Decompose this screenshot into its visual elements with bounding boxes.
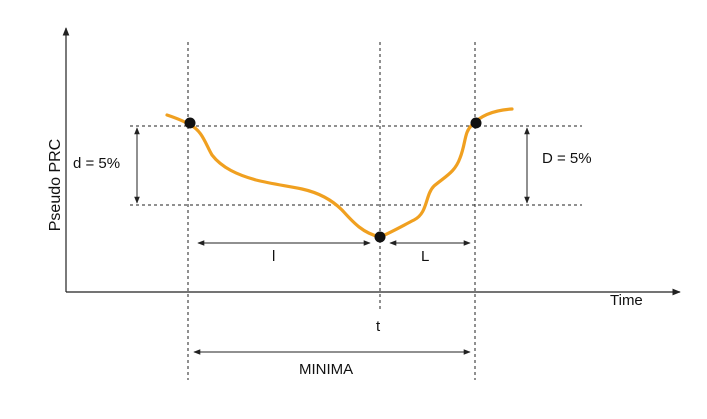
l-lower-label: l [272, 248, 275, 265]
d-left-label: d = 5% [73, 155, 120, 172]
y-axis-label: Pseudo PRC [47, 139, 64, 232]
pseudo-prc-curve [165, 107, 514, 239]
x-axis-label: Time [610, 292, 643, 309]
minima-label: MINIMA [299, 361, 353, 378]
l-upper-label: L [421, 248, 429, 265]
right-point [470, 117, 482, 129]
t-label: t [376, 318, 381, 335]
d-right-label: D = 5% [542, 150, 592, 167]
left-point [184, 117, 196, 129]
minimum-point [374, 231, 386, 243]
